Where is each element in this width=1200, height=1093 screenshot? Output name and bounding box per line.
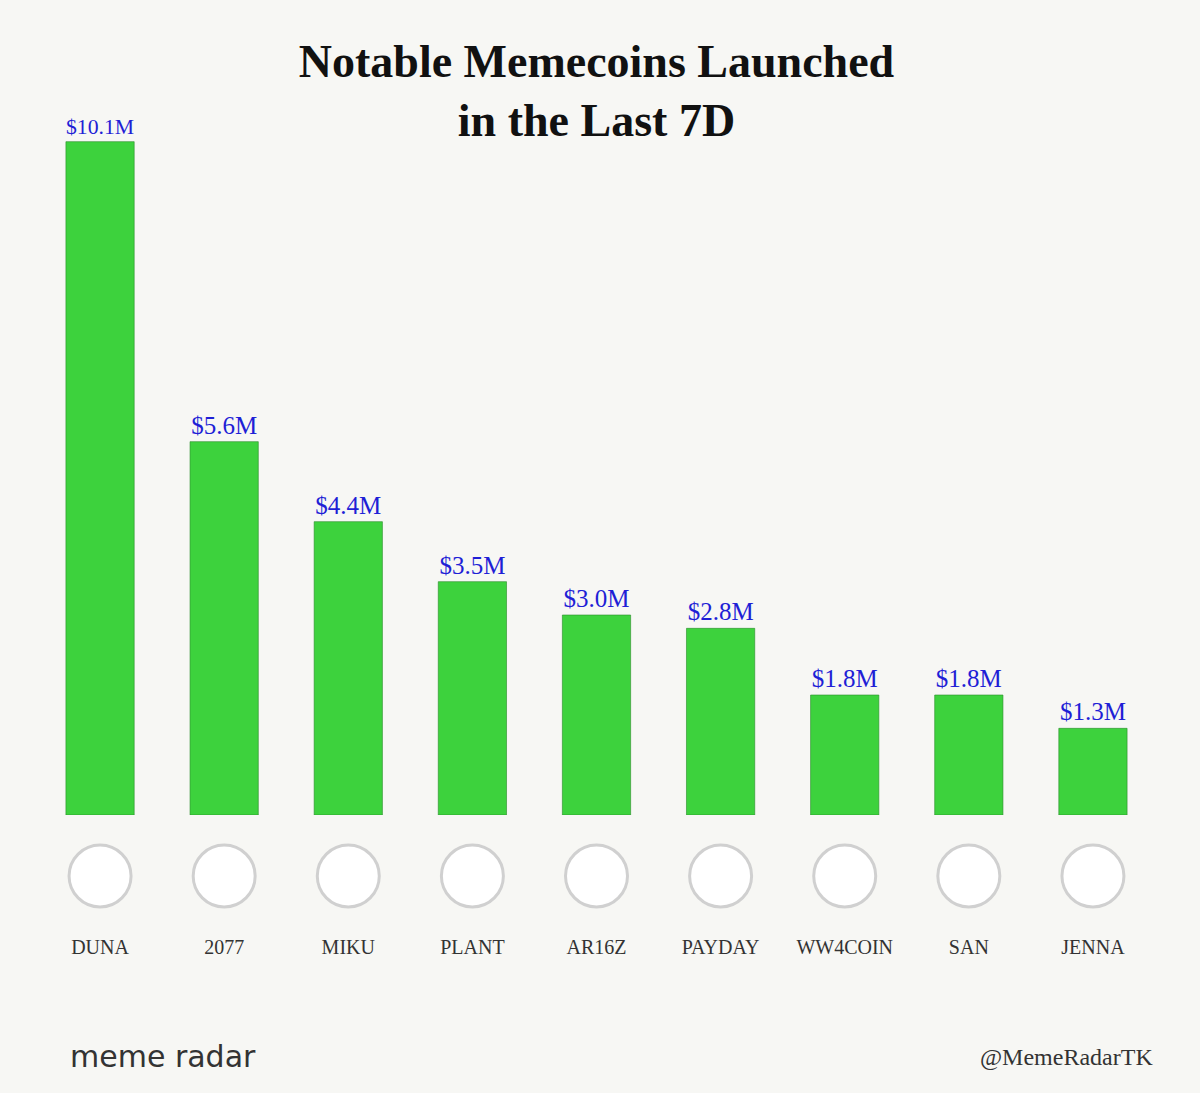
svg-text:meme radar: meme radar <box>70 1039 256 1074</box>
svg-text:$5.6M: $5.6M <box>191 412 257 439</box>
svg-text:JENNA: JENNA <box>1061 936 1125 958</box>
svg-text:$1.8M: $1.8M <box>936 665 1002 692</box>
svg-text:MIKU: MIKU <box>322 936 376 958</box>
svg-text:WW4COIN: WW4COIN <box>796 936 893 958</box>
svg-text:$1.3M: $1.3M <box>1060 698 1126 725</box>
svg-text:PLANT: PLANT <box>440 936 504 958</box>
svg-text:@MemeRadarTK: @MemeRadarTK <box>980 1044 1153 1070</box>
svg-text:Notable Memecoins Launchedin t: Notable Memecoins Launchedin the Last 7D <box>299 36 895 147</box>
svg-text:$10.1M: $10.1M <box>66 115 134 139</box>
svg-text:$1.8M: $1.8M <box>812 665 878 692</box>
svg-text:$3.5M: $3.5M <box>439 552 505 579</box>
svg-text:$4.4M: $4.4M <box>315 492 381 519</box>
svg-text:2077: 2077 <box>204 936 244 958</box>
svg-text:PAYDAY: PAYDAY <box>682 936 760 958</box>
svg-text:AR16Z: AR16Z <box>567 936 627 958</box>
svg-text:$2.8M: $2.8M <box>688 598 754 625</box>
svg-text:DUNA: DUNA <box>71 936 129 958</box>
svg-text:SAN: SAN <box>949 936 989 958</box>
svg-text:$3.0M: $3.0M <box>564 585 630 612</box>
